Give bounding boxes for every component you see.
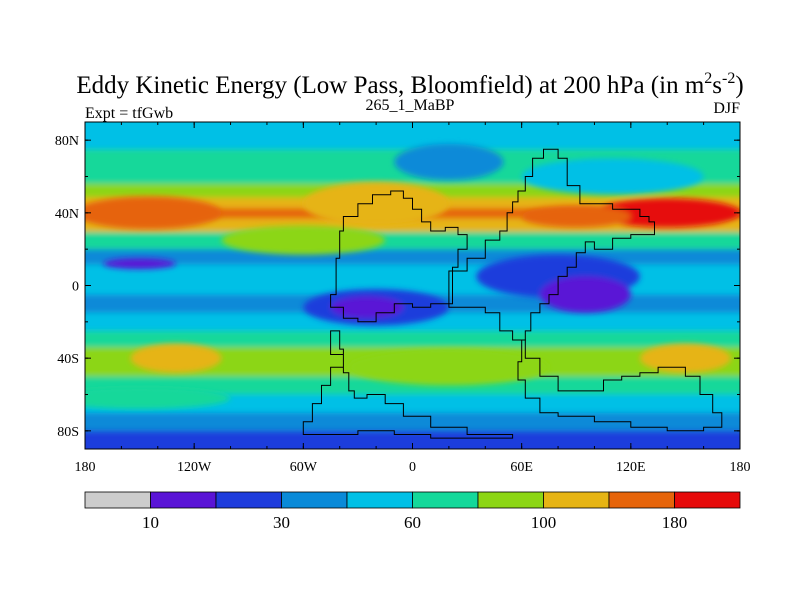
- colorbar-label: 100: [531, 513, 557, 532]
- colorbar-label: 10: [142, 513, 159, 532]
- subtitle-center: 265_1_MaBP: [366, 97, 455, 114]
- colorbar-box: [477, 491, 544, 509]
- field-band: [85, 430, 740, 449]
- field-anomaly: [639, 343, 731, 373]
- subtitle-right: DJF: [713, 100, 740, 117]
- x-tick-label: 0: [409, 460, 416, 475]
- colorbar-box: [281, 491, 348, 509]
- field-anomaly: [303, 181, 449, 226]
- y-tick-label: 40S: [57, 352, 79, 367]
- field-band: [85, 264, 740, 280]
- field-anomaly: [221, 225, 386, 255]
- title-unit-sup2: -2: [722, 70, 735, 87]
- chart-title: Eddy Kinetic Energy (Low Pass, Bloomfiel…: [76, 70, 743, 99]
- field-band: [85, 132, 740, 151]
- y-tick-label: 80N: [55, 134, 79, 149]
- field-anomaly: [594, 198, 740, 228]
- colorbar-label: 30: [273, 513, 290, 532]
- field-anomaly: [348, 349, 549, 386]
- x-tick-label: 120E: [616, 460, 646, 475]
- y-tick-label: 40N: [55, 207, 79, 222]
- colorbar: 10 30 60 100 180: [84, 491, 741, 532]
- landmass-south-continent: [517, 339, 723, 432]
- colorbar-box: [412, 491, 479, 509]
- colorbar-box: [84, 491, 151, 509]
- colorbar-box: [543, 491, 610, 509]
- title-unit-mid: s: [712, 72, 722, 99]
- colorbar-box: [150, 491, 217, 509]
- field-band: [85, 330, 740, 349]
- field-anomaly: [521, 158, 704, 195]
- colorbar-box: [215, 491, 282, 509]
- landmass-outlines: [302, 148, 723, 439]
- field-anomaly: [394, 143, 504, 181]
- field-anomaly: [539, 276, 631, 313]
- landmass-southwest-continent: [302, 330, 514, 439]
- x-tick-label: 60E: [510, 460, 533, 475]
- field-anomaly: [85, 387, 231, 410]
- x-tick-label: 180: [75, 460, 96, 475]
- subtitle-left: Expt = tfGwb: [85, 105, 173, 122]
- field-anomaly: [521, 205, 631, 228]
- colorbar-box: [608, 491, 675, 509]
- field-band: [85, 394, 740, 414]
- contour-field: [85, 122, 740, 449]
- x-tick-label: 60W: [290, 460, 318, 475]
- title-unit-sup1: 2: [704, 70, 712, 87]
- field-anomaly: [130, 343, 222, 373]
- colorbar-label: 180: [662, 513, 688, 532]
- y-axis: 80N 40N 0 40S 80S: [55, 134, 740, 440]
- x-tick-label: 180: [730, 460, 751, 475]
- landmass-north-continent: [448, 148, 655, 341]
- field-anomaly: [103, 258, 176, 270]
- y-tick-label: 0: [72, 280, 79, 295]
- colorbar-box: [346, 491, 413, 509]
- field-band: [85, 249, 740, 266]
- chart-title-text: Eddy Kinetic Energy (Low Pass, Bloomfiel…: [76, 72, 704, 99]
- x-axis: 180 120W 60W 0 60E 120E 180: [75, 122, 751, 475]
- field-anomalies: [85, 143, 740, 410]
- colorbar-label: 60: [404, 513, 421, 532]
- y-tick-label: 80S: [57, 425, 79, 440]
- x-tick-label: 120W: [177, 460, 212, 475]
- field-anomaly: [85, 196, 222, 230]
- title-close: ): [735, 72, 743, 99]
- landmass-west-continent: [330, 190, 468, 323]
- field-band: [85, 412, 740, 432]
- colorbar-box: [674, 491, 741, 509]
